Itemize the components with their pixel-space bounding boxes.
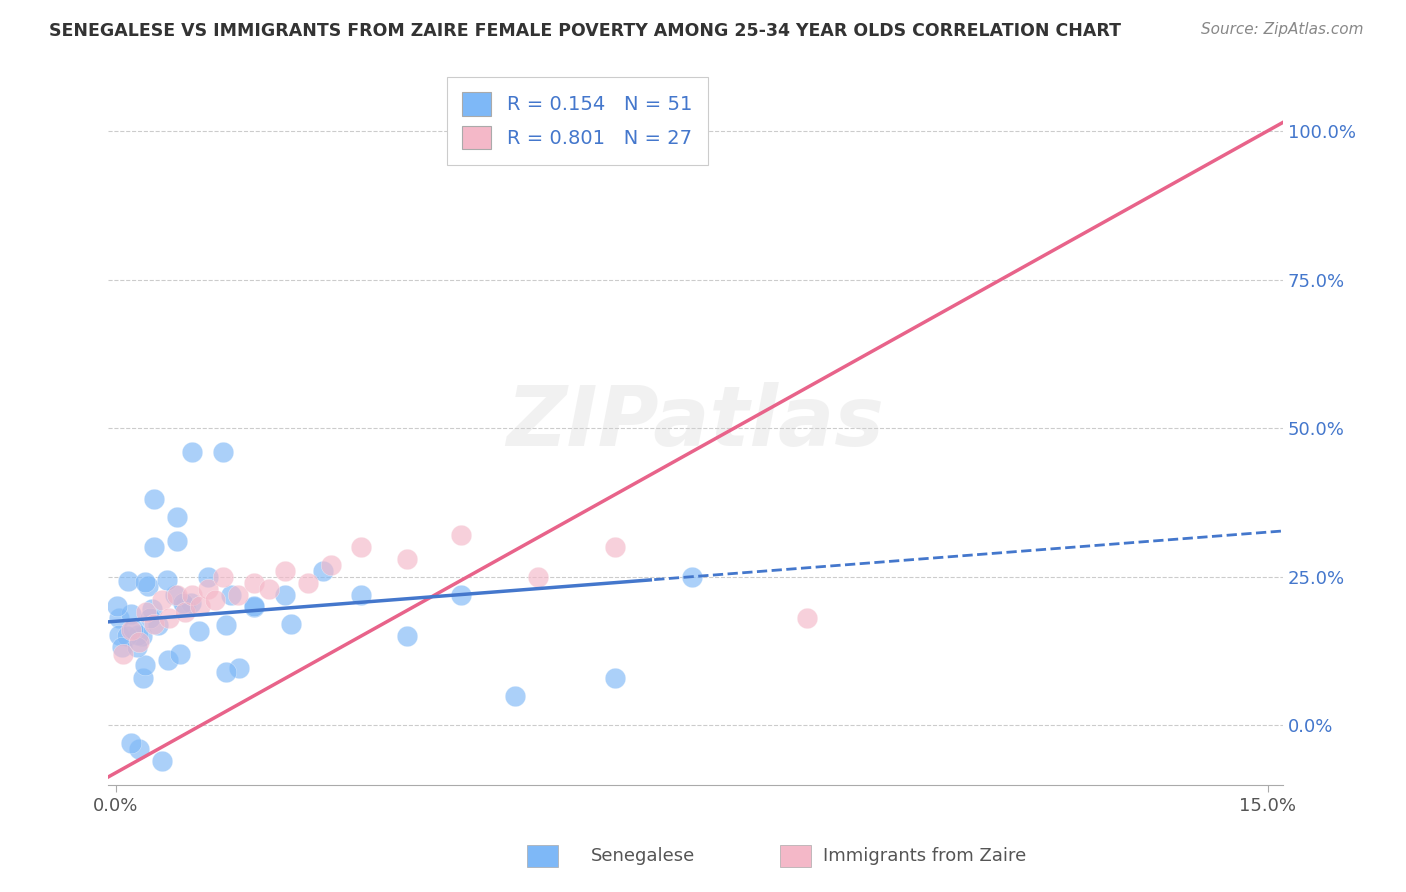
Point xyxy=(128,742,150,756)
Point xyxy=(150,593,173,607)
Point xyxy=(228,588,250,602)
Point xyxy=(105,599,128,613)
Point xyxy=(111,640,134,654)
Point xyxy=(350,540,373,554)
Point xyxy=(122,622,145,636)
Point xyxy=(312,564,335,578)
Point xyxy=(319,558,342,572)
Point xyxy=(174,599,197,614)
Point xyxy=(127,628,149,642)
Point xyxy=(132,671,155,685)
Point xyxy=(350,588,373,602)
Point xyxy=(108,611,131,625)
Legend: R = 0.154   N = 51, R = 0.801   N = 27: R = 0.154 N = 51, R = 0.801 N = 27 xyxy=(447,77,707,165)
Point xyxy=(257,582,280,596)
Text: ZIPatlas: ZIPatlas xyxy=(506,382,884,463)
Point xyxy=(166,510,188,524)
Point xyxy=(180,596,202,610)
Point xyxy=(143,617,166,632)
Point xyxy=(138,611,160,625)
Point xyxy=(156,652,179,666)
Point xyxy=(280,617,302,632)
Point xyxy=(197,582,219,596)
Point xyxy=(242,600,264,615)
Point xyxy=(603,671,626,685)
Point xyxy=(503,689,526,703)
Point xyxy=(215,618,238,632)
Point xyxy=(117,574,139,589)
Point xyxy=(115,629,138,643)
Point xyxy=(527,570,550,584)
Point xyxy=(135,606,157,620)
Point xyxy=(120,624,142,638)
Point xyxy=(163,588,186,602)
Point xyxy=(219,588,242,602)
Point xyxy=(169,647,191,661)
Point xyxy=(603,540,626,554)
Point xyxy=(143,492,166,507)
Point xyxy=(297,575,319,590)
Point xyxy=(128,635,150,649)
Point xyxy=(155,574,177,588)
Point xyxy=(125,640,148,654)
Point xyxy=(134,575,156,590)
Point xyxy=(796,611,818,625)
Point xyxy=(204,593,226,607)
Point xyxy=(112,647,135,661)
Point xyxy=(141,601,163,615)
Point xyxy=(120,607,142,621)
Point xyxy=(396,552,419,566)
Point xyxy=(136,579,159,593)
Point xyxy=(215,665,238,680)
Point xyxy=(157,611,180,625)
Point xyxy=(273,588,295,602)
Point xyxy=(450,528,472,542)
Point xyxy=(150,754,173,768)
Point xyxy=(181,445,204,459)
Point xyxy=(188,624,211,638)
Point xyxy=(212,570,235,584)
Point xyxy=(166,534,188,549)
Point xyxy=(107,628,129,642)
Point xyxy=(166,588,188,602)
Point xyxy=(134,657,156,672)
Text: Immigrants from Zaire: Immigrants from Zaire xyxy=(823,847,1026,865)
Point xyxy=(173,606,195,620)
Point xyxy=(273,564,295,578)
Point xyxy=(146,617,169,632)
Point xyxy=(396,629,419,643)
Point xyxy=(212,445,235,459)
Point xyxy=(143,540,166,554)
Point xyxy=(450,588,472,602)
Point xyxy=(197,570,219,584)
Point xyxy=(681,570,703,584)
Point xyxy=(243,599,266,614)
Point xyxy=(228,661,250,675)
Text: Senegalese: Senegalese xyxy=(591,847,695,865)
Point xyxy=(120,736,142,750)
Point xyxy=(243,575,266,590)
Point xyxy=(172,596,194,610)
Text: SENEGALESE VS IMMIGRANTS FROM ZAIRE FEMALE POVERTY AMONG 25-34 YEAR OLDS CORRELA: SENEGALESE VS IMMIGRANTS FROM ZAIRE FEMA… xyxy=(49,22,1121,40)
Point xyxy=(181,588,204,602)
Text: Source: ZipAtlas.com: Source: ZipAtlas.com xyxy=(1201,22,1364,37)
Point xyxy=(681,124,703,138)
Point xyxy=(188,599,211,614)
Point xyxy=(131,629,153,643)
